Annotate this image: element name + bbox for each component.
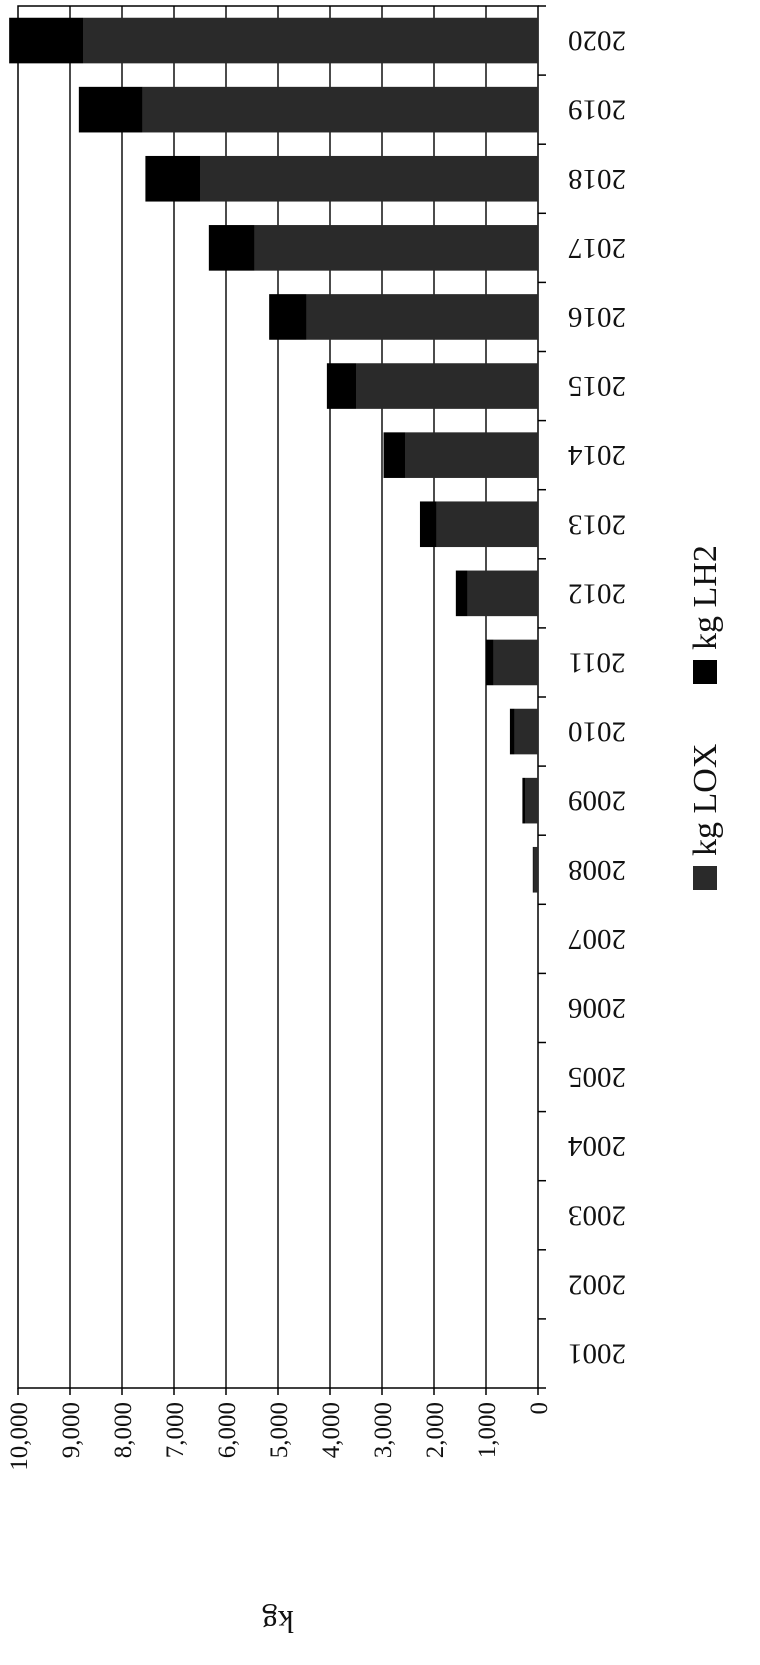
bar-lox-2011: [493, 639, 538, 686]
bar-lox-2009: [525, 777, 538, 824]
value-tick-label: 9,000: [58, 1402, 85, 1458]
category-label: 2010: [568, 716, 626, 748]
category-label: 2018: [568, 163, 626, 195]
bar-lox-2013: [436, 501, 538, 548]
value-tick-label: 3,000: [370, 1402, 397, 1458]
category-label: 2002: [568, 1268, 626, 1300]
value-tick-label: 6,000: [214, 1402, 241, 1458]
value-tick-label: 8,000: [110, 1402, 137, 1458]
bar-lh2-2019: [78, 86, 143, 133]
legend: kg LOX kg LH2: [687, 545, 724, 890]
bar-lox-2017: [254, 225, 538, 271]
value-tick-label: 1,000: [474, 1402, 501, 1458]
bar-lh2-2012: [455, 570, 468, 617]
legend-label-lh2: kg LH2: [687, 545, 724, 650]
bar-lox-2019: [142, 86, 539, 133]
bar-lh2-2016: [269, 294, 307, 340]
value-tick-label: 10,000: [6, 1402, 33, 1471]
category-label: 2009: [568, 785, 626, 817]
category-label: 2001: [568, 1337, 626, 1369]
value-tick-label: 7,000: [162, 1402, 189, 1458]
category-label: 2011: [569, 646, 626, 678]
category-label: 2020: [568, 25, 626, 57]
bar-lh2-2008: [532, 846, 534, 893]
legend-swatch-lox: [693, 866, 717, 890]
bar-lh2-2017: [208, 225, 255, 271]
bar-lh2-2018: [145, 155, 200, 202]
bar-lh2-2020: [9, 17, 83, 64]
category-label: 2004: [568, 1130, 627, 1162]
bar-lox-2010: [514, 708, 538, 755]
category-label: 2012: [568, 577, 626, 609]
bar-lh2-2013: [419, 501, 437, 548]
category-label: 2007: [568, 923, 626, 955]
category-label: 2003: [568, 1199, 626, 1231]
category-label: 2006: [568, 992, 626, 1024]
value-tick-label: 4,000: [318, 1402, 345, 1458]
bar-lox-2018: [200, 155, 538, 202]
bar-lox-2012: [467, 570, 538, 617]
value-tick-label: 2,000: [422, 1402, 449, 1458]
category-label: 2013: [568, 508, 626, 540]
category-label: 2019: [568, 94, 626, 126]
bar-lh2-2010: [509, 708, 515, 755]
legend-label-lox: kg LOX: [687, 744, 724, 856]
bar-lox-2020: [83, 17, 538, 64]
category-label: 2008: [568, 854, 626, 886]
bar-lh2-2009: [522, 777, 525, 824]
bar-lox-2016: [306, 294, 538, 340]
bar-lox-2015: [356, 363, 538, 409]
value-tick-label: 0: [526, 1402, 553, 1415]
legend-swatch-lh2: [693, 660, 717, 684]
value-tick-label: 5,000: [266, 1402, 293, 1458]
value-axis-label: kg: [262, 1604, 294, 1640]
bar-lh2-2011: [486, 639, 494, 686]
bar-lh2-2014: [383, 432, 406, 478]
category-label: 2016: [568, 301, 626, 333]
category-label: 2005: [568, 1061, 626, 1093]
category-label: 2015: [568, 370, 626, 402]
bar-lox-2014: [405, 432, 538, 478]
category-label: 2017: [568, 232, 626, 264]
category-label: 2014: [568, 439, 627, 471]
bar-lh2-2015: [326, 363, 356, 409]
bar-lox-2008: [533, 846, 538, 893]
